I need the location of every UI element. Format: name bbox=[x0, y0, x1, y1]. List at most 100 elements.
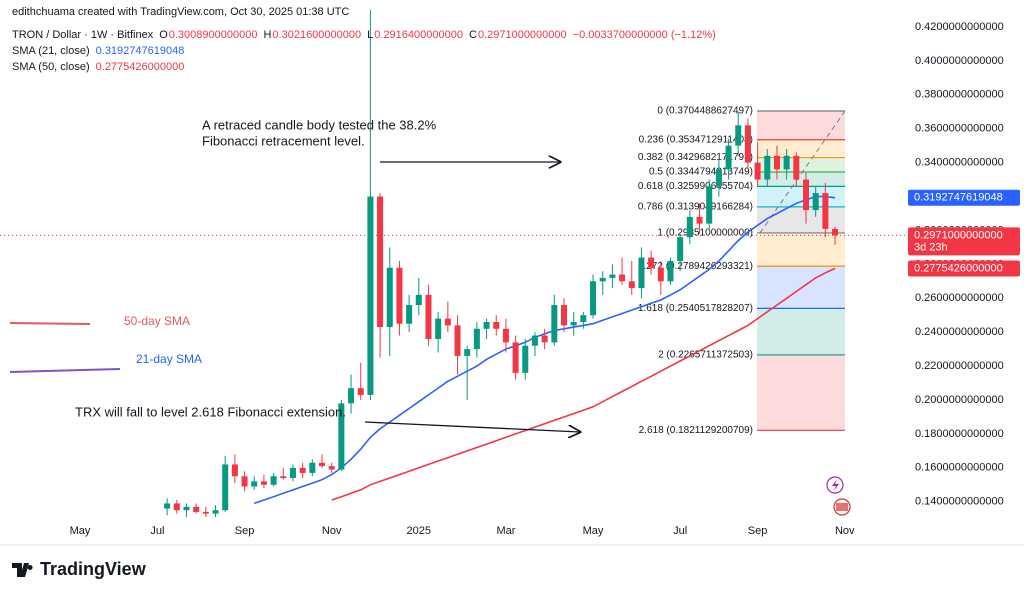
indicator-name: SMA (50, close) bbox=[12, 61, 90, 73]
fib-zone bbox=[757, 206, 845, 233]
y-tick-label: 0.3400000000000 bbox=[915, 157, 1004, 169]
candle-body bbox=[415, 294, 422, 306]
candle-body bbox=[744, 125, 751, 163]
candle-body bbox=[222, 464, 229, 511]
brand-logo bbox=[12, 563, 33, 577]
candle-body bbox=[435, 318, 442, 339]
candle-body bbox=[348, 388, 355, 404]
candle-body bbox=[512, 342, 519, 373]
ohlc-key: L bbox=[367, 29, 373, 41]
y-tick-label: 0.2000000000000 bbox=[915, 394, 1004, 406]
fib-label: 2 (0.2265711372503) bbox=[658, 350, 753, 361]
annotation: Fibonacci retracement level. bbox=[202, 133, 365, 148]
annotation: A retraced candle body tested the 38.2% bbox=[202, 117, 437, 132]
candle-body bbox=[280, 476, 287, 478]
last-price-box-countdown: 3d 23h bbox=[914, 241, 948, 253]
x-tick-label: May bbox=[583, 525, 604, 537]
y-tick-label: 0.1600000000000 bbox=[915, 462, 1004, 474]
brand-name: TradingView bbox=[40, 559, 147, 579]
candle-body bbox=[561, 305, 567, 326]
fib-zone bbox=[757, 232, 845, 267]
candle-body bbox=[570, 322, 577, 326]
author: edithchuama created with TradingView.com… bbox=[12, 6, 349, 18]
indicator-value: 0.3192747619048 bbox=[96, 45, 185, 57]
sma-price-box-text: 0.2775426000000 bbox=[914, 262, 1003, 274]
candle-body bbox=[425, 294, 432, 339]
candle-body bbox=[832, 228, 839, 236]
candle-body bbox=[580, 315, 587, 322]
legend-label: 50-day SMA bbox=[124, 314, 190, 328]
candle-body bbox=[309, 462, 316, 473]
y-tick-label: 0.3600000000000 bbox=[915, 123, 1004, 135]
candle-body bbox=[260, 481, 267, 485]
candle-body bbox=[686, 216, 693, 238]
sma-price-box-text: 0.3192747619048 bbox=[914, 192, 1003, 204]
fib-label: 1.618 (0.2540517828207) bbox=[638, 303, 753, 314]
legend-line bbox=[9, 368, 121, 373]
candle-body bbox=[367, 196, 374, 395]
ohlc-value: 0.3008900000000 bbox=[169, 29, 258, 41]
candle-body bbox=[648, 257, 655, 268]
candle-body bbox=[464, 349, 471, 356]
candle-body bbox=[522, 345, 529, 373]
candle-body bbox=[289, 467, 296, 478]
symbol: TRON / Dollar · 1W · Bitfinex bbox=[12, 29, 154, 41]
candle-body bbox=[531, 335, 538, 346]
fib-label: 1 (0.2985100000000) bbox=[657, 228, 753, 239]
candle-body bbox=[444, 318, 451, 326]
fib-trend bbox=[759, 110, 846, 234]
candle-body bbox=[173, 503, 180, 511]
candle-body bbox=[270, 476, 277, 485]
candle-body bbox=[231, 464, 238, 477]
candle-body bbox=[599, 277, 606, 282]
fib-zone bbox=[757, 354, 845, 431]
ohlc-key: H bbox=[263, 29, 271, 41]
y-tick-label: 0.1400000000000 bbox=[915, 496, 1004, 508]
candle-body bbox=[377, 196, 384, 328]
ohlc-value: 0.2916400000000 bbox=[374, 29, 463, 41]
x-tick-label: May bbox=[70, 525, 91, 537]
candle-body bbox=[706, 186, 713, 224]
candle-body bbox=[619, 274, 626, 282]
annotation: TRX will fall to level 2.618 Fibonacci e… bbox=[75, 404, 346, 419]
sma-line bbox=[331, 267, 836, 501]
fib-label: 0.618 (0.3259906455704) bbox=[638, 181, 753, 192]
ohlc-value: 0.3021600000000 bbox=[272, 29, 361, 41]
candle-body bbox=[328, 466, 335, 470]
candle-body bbox=[299, 467, 306, 473]
legend-label: 21-day SMA bbox=[136, 352, 202, 366]
candle-body bbox=[386, 267, 393, 328]
candle-body bbox=[502, 328, 509, 343]
candle-body bbox=[396, 267, 403, 324]
header: edithchuama created with TradingView.com… bbox=[12, 6, 716, 73]
y-tick-label: 0.2400000000000 bbox=[915, 326, 1004, 338]
x-tick-label: Jul bbox=[673, 525, 687, 537]
fib-retracement: 0 (0.3704488627497) 0.236 (0.353471291140… bbox=[638, 106, 846, 436]
candle-body bbox=[193, 506, 200, 512]
candle-body bbox=[735, 125, 742, 146]
candle-body bbox=[677, 237, 684, 261]
fib-label: 0.382 (0.3429682171793) bbox=[638, 152, 753, 163]
candle-body bbox=[667, 260, 674, 282]
candle-body bbox=[183, 506, 190, 511]
x-tick-label: Nov bbox=[322, 525, 342, 537]
plot-area bbox=[0, 10, 905, 517]
candle-body bbox=[803, 179, 809, 211]
x-tick-label: Sep bbox=[235, 525, 255, 537]
indicator-value: 0.2775426000000 bbox=[96, 61, 185, 73]
candle-body bbox=[251, 481, 258, 487]
indicator-name: SMA (21, close) bbox=[12, 45, 90, 57]
y-tick-label: 0.4200000000000 bbox=[915, 21, 1004, 33]
fib-label: 2.618 (0.1821129200709) bbox=[639, 425, 753, 436]
x-tick-label: Mar bbox=[496, 525, 515, 537]
arrow bbox=[364, 421, 580, 432]
candle-body bbox=[657, 267, 664, 282]
candle-body bbox=[609, 274, 616, 278]
candle-body bbox=[793, 155, 800, 180]
fib-zone bbox=[757, 110, 845, 140]
candle-body bbox=[638, 257, 645, 289]
candle-body bbox=[319, 462, 325, 467]
candle-body bbox=[338, 403, 345, 470]
